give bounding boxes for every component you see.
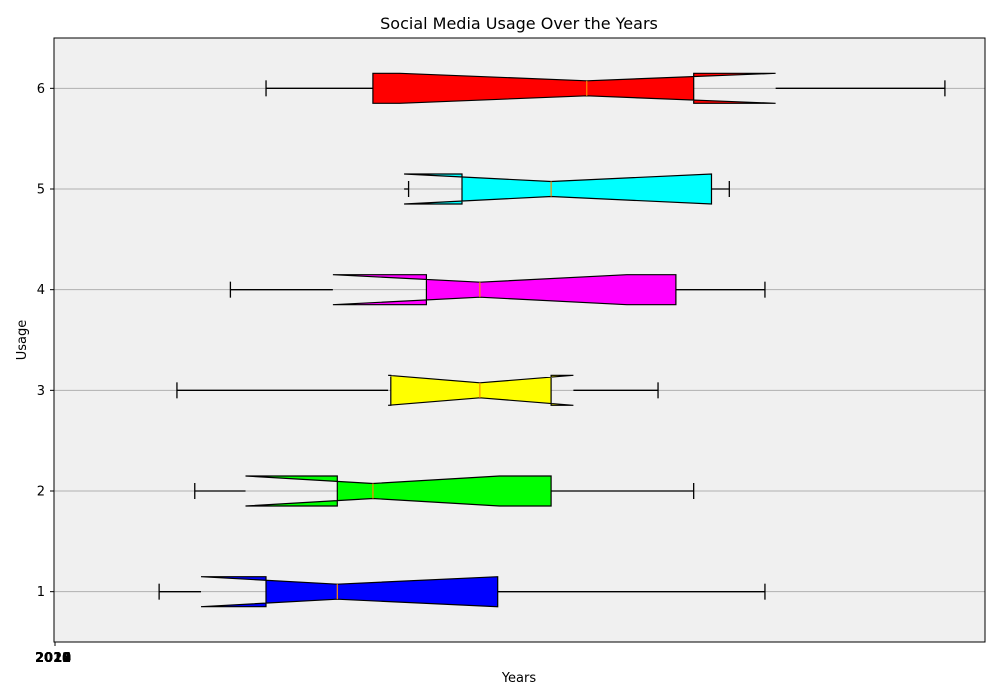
box-body <box>245 475 552 507</box>
plot-frame <box>53 37 986 643</box>
x-tick-label: 2018 <box>35 651 71 666</box>
box-2 <box>194 475 695 507</box>
box-3 <box>176 374 659 406</box>
box-body <box>332 274 677 306</box>
box-5 <box>404 173 730 205</box>
x-tick-label: 2016 <box>35 651 71 666</box>
y-axis-label: Usage <box>15 320 30 361</box>
x-tick-label: 2014 <box>35 651 71 666</box>
box-4 <box>229 274 766 306</box>
x-axis-label: Years <box>501 671 537 686</box>
box-6 <box>265 72 946 104</box>
box-body <box>200 576 499 608</box>
box-body <box>404 173 713 205</box>
x-tick-label: 2010 <box>35 651 71 666</box>
x-tick-label: 2020 <box>35 651 71 666</box>
y-tick-label: 6 <box>37 82 45 97</box>
box-body <box>372 72 776 104</box>
y-tick-label: 3 <box>37 384 45 399</box>
box-body <box>388 374 574 406</box>
y-tick-label: 4 <box>37 283 45 298</box>
y-tick-label: 2 <box>37 485 45 500</box>
boxes-layer <box>158 72 946 608</box>
box-1 <box>158 576 766 608</box>
x-tick-label: 2012 <box>35 651 71 666</box>
y-tick-label: 1 <box>37 585 45 600</box>
plot-area <box>54 38 985 642</box>
y-tick-label: 5 <box>37 183 45 198</box>
y-axis: 1 2 3 4 5 6 <box>37 82 54 600</box>
chart-title: Social Media Usage Over the Years <box>380 14 658 33</box>
